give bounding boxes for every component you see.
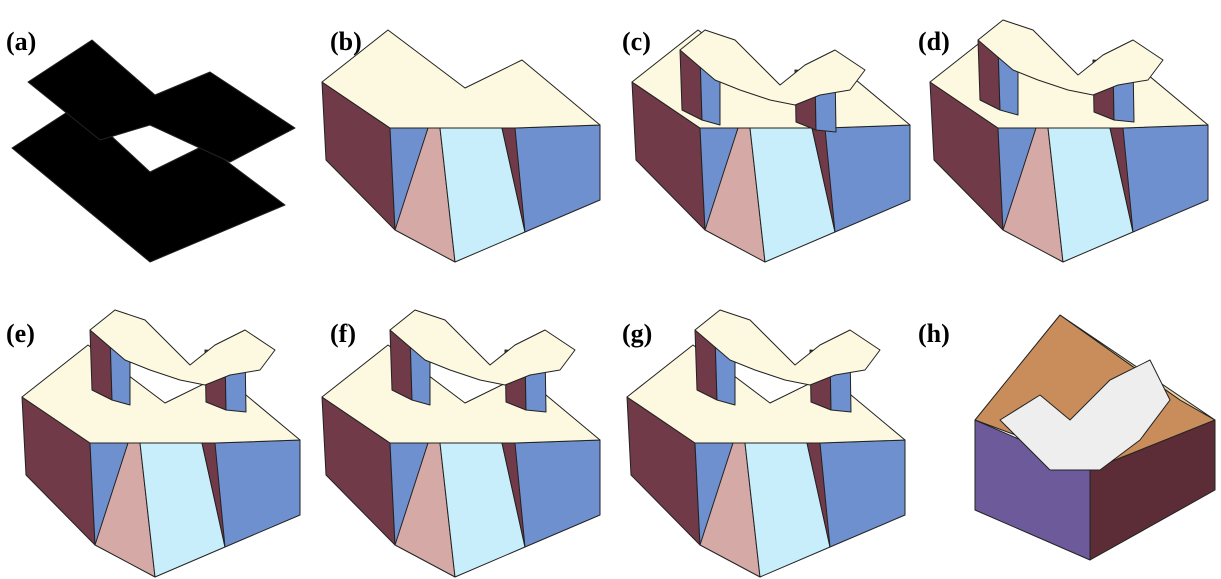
panel-label: (g) bbox=[622, 319, 652, 348]
panel-e bbox=[22, 310, 300, 577]
figure: (a) (b) (c) (d) (e) (f) (g) (h) bbox=[0, 0, 1221, 579]
panel-d bbox=[930, 20, 1208, 262]
panel-g bbox=[627, 310, 905, 577]
panel-label: (h) bbox=[918, 319, 950, 348]
panel-label: (d) bbox=[918, 27, 950, 56]
panel-label: (b) bbox=[330, 27, 362, 56]
panel-label: (c) bbox=[622, 27, 651, 56]
panel-label: (f) bbox=[330, 319, 356, 348]
panel-f bbox=[322, 310, 600, 577]
panel-a bbox=[12, 40, 295, 262]
panel-label: (e) bbox=[6, 319, 35, 348]
panel-label: (a) bbox=[6, 27, 36, 56]
panel-h bbox=[975, 315, 1215, 560]
panel-c bbox=[632, 30, 910, 262]
block-b bbox=[322, 30, 600, 262]
